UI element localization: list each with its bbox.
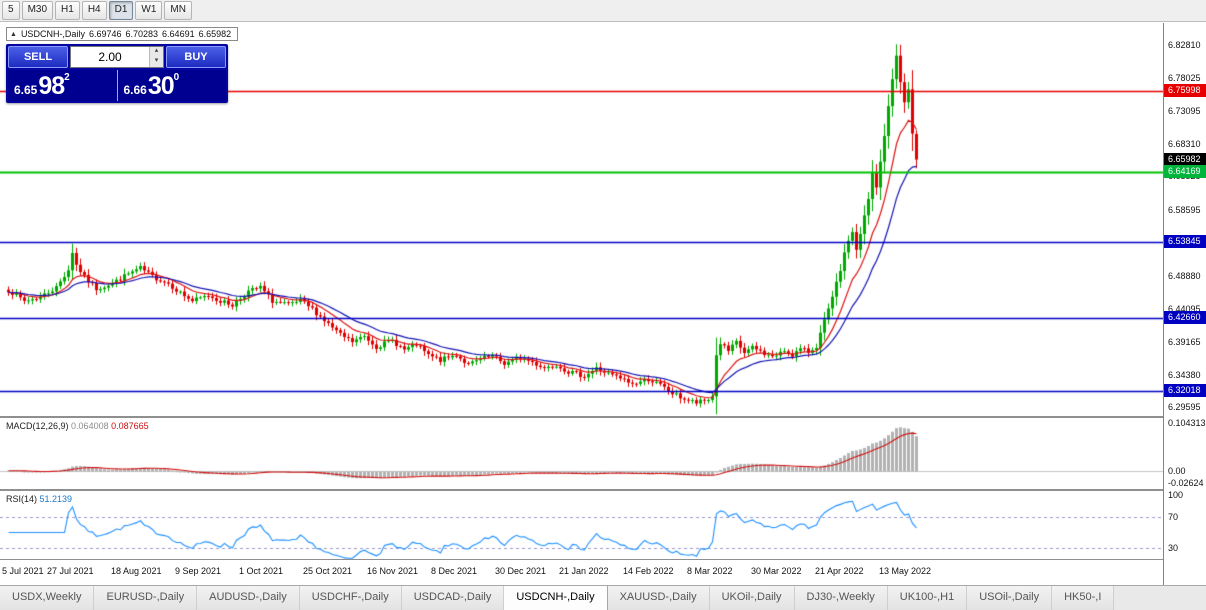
price-axis-tick: 6.34380 — [1168, 369, 1201, 380]
price-axis: 6.828106.780256.730956.683106.635256.585… — [1163, 23, 1206, 585]
date-axis-label: 9 Sep 2021 — [175, 566, 222, 576]
sell-price-prefix: 6.65 — [14, 83, 38, 97]
chart-tab-eurusd-daily[interactable]: EURUSD-,Daily — [94, 586, 198, 610]
rsi-axis-label: 70 — [1168, 512, 1179, 523]
one-click-trading-panel: SELL ▴ ▾ BUY 6.65 98 2 6.66 30 0 — [6, 44, 228, 103]
rsi-axis-label: 30 — [1168, 542, 1179, 553]
macd-axis-label: 0.104313 — [1168, 417, 1206, 428]
chart-title: USDCNH-,Daily — [20, 29, 85, 39]
timeframe-button-h1[interactable]: H1 — [55, 1, 80, 20]
volume-spinner: ▴ ▾ — [149, 47, 163, 67]
chart-tab-usdcnh-daily[interactable]: USDCNH-,Daily — [504, 586, 608, 610]
price-axis-tick: 6.44095 — [1168, 303, 1201, 314]
date-axis-label: 13 May 2022 — [879, 566, 932, 576]
volume-field: ▴ ▾ — [70, 46, 164, 68]
sell-button[interactable]: SELL — [8, 46, 68, 68]
price-axis-tick: 6.82810 — [1168, 40, 1201, 51]
date-axis-label: 16 Nov 2021 — [367, 566, 419, 576]
chart-tab-bar: USDX,Weekly EURUSD-,Daily AUDUSD-,Daily USD… — [0, 585, 1206, 610]
date-axis-label: 8 Mar 2022 — [687, 566, 733, 576]
panel-separator[interactable] — [0, 489, 1206, 492]
ohlc-low: 6.64691 — [162, 29, 195, 39]
date-axis-label: 14 Feb 2022 — [623, 566, 674, 576]
timeframe-button-d1[interactable]: D1 — [108, 1, 134, 20]
ohlc-open: 6.69746 — [88, 29, 122, 39]
timeframe-button-mn[interactable]: MN — [164, 1, 192, 20]
price-axis-tick: 6.73095 — [1168, 106, 1201, 117]
macd-name: MACD(12,26,9) — [6, 421, 69, 431]
price-tag: 6.42660 — [1164, 311, 1206, 325]
price-axis-tick: 6.29595 — [1168, 402, 1201, 413]
price-tag: 6.75998 — [1164, 84, 1206, 98]
panel-separator — [0, 559, 1206, 560]
chart-tab-usoil-daily[interactable]: USOil-,Daily — [967, 586, 1053, 610]
price-axis-tick: 6.48880 — [1168, 270, 1201, 281]
volume-increase-button[interactable]: ▴ — [150, 47, 163, 57]
buy-price-prefix: 6.66 — [123, 83, 147, 97]
price-tag: 6.53845 — [1164, 235, 1206, 249]
buy-button[interactable]: BUY — [166, 46, 226, 68]
chart-tab-ukoil-daily[interactable]: UKOil-,Daily — [709, 586, 795, 610]
volume-decrease-button[interactable]: ▾ — [150, 57, 163, 67]
date-axis-label: 8 Dec 2021 — [431, 566, 478, 576]
timeframe-toolbar: 5 M30 H1 H4 D1 W1 MN — [0, 0, 1206, 22]
price-tag: 6.65982 — [1164, 152, 1206, 166]
chart-ohlc-header: ▲ USDCNH-,Daily 6.69746 6.70283 6.64691 … — [6, 27, 239, 41]
volume-input[interactable] — [71, 47, 149, 67]
date-axis-label: 1 Oct 2021 — [239, 566, 284, 576]
date-axis-label: 27 Jul 2021 — [47, 566, 94, 576]
chart-tab-usdcad-daily[interactable]: USDCAD-,Daily — [401, 586, 505, 610]
date-axis-label: 5 Jul 2021 — [2, 566, 44, 576]
timeframe-button-m30[interactable]: M30 — [21, 1, 54, 20]
buy-price-big: 30 — [147, 72, 175, 100]
timeframe-button-5[interactable]: 5 — [2, 1, 20, 20]
macd-value-main: 0.064008 — [71, 421, 109, 431]
macd-label: MACD(12,26,9) 0.064008 0.087665 — [6, 421, 149, 431]
rsi-label: RSI(14) 51.2139 — [6, 494, 72, 504]
ohlc-close: 6.65982 — [198, 29, 232, 39]
buy-price-display[interactable]: 6.66 30 0 — [116, 70, 227, 101]
chart-tab-audusd-daily[interactable]: AUDUSD-,Daily — [197, 586, 300, 610]
price-axis-tick: 6.78025 — [1168, 72, 1201, 83]
date-axis: 5 Jul 2021 27 Jul 2021 18 Aug 2021 9 Sep 20… — [0, 560, 1163, 585]
rsi-axis-label: 100 — [1168, 489, 1184, 500]
chart-tab-hk50-i[interactable]: HK50-,I — [1052, 586, 1115, 610]
chart-tab-usdchf-daily[interactable]: USDCHF-,Daily — [299, 586, 402, 610]
macd-panel-canvas[interactable] — [0, 418, 1163, 489]
date-axis-label: 25 Oct 2021 — [303, 566, 353, 576]
chart-tab-uk100-h1[interactable]: UK100-,H1 — [887, 586, 968, 610]
date-axis-label: 18 Aug 2021 — [111, 566, 162, 576]
chart-tab-xauusd-daily[interactable]: XAUUSD-,Daily — [607, 586, 710, 610]
rsi-name: RSI(14) — [6, 494, 38, 504]
sell-price-display[interactable]: 6.65 98 2 — [8, 70, 117, 101]
price-axis-tick: 6.58595 — [1168, 204, 1201, 215]
timeframe-button-w1[interactable]: W1 — [135, 1, 163, 20]
chart-tab-dj30-weekly[interactable]: DJ30-,Weekly — [794, 586, 888, 610]
chart-tab-usdx-weekly[interactable]: USDX,Weekly — [0, 586, 95, 610]
date-axis-label: 30 Dec 2021 — [495, 566, 547, 576]
ohlc-high: 6.70283 — [125, 29, 159, 39]
macd-axis-label: 0.00 — [1168, 465, 1186, 476]
rsi-value: 51.2139 — [39, 494, 73, 504]
panel-separator[interactable] — [0, 416, 1206, 419]
rsi-panel-canvas[interactable] — [0, 491, 1163, 559]
price-axis-tick: 6.68310 — [1168, 138, 1201, 149]
price-tag: 6.32018 — [1164, 383, 1206, 397]
price-axis-tick: 6.39165 — [1168, 337, 1201, 348]
macd-value-signal: 0.087665 — [111, 421, 149, 431]
date-axis-label: 30 Mar 2022 — [751, 566, 802, 576]
macd-axis-label: -0.02624 — [1168, 477, 1204, 488]
sell-price-big: 98 — [38, 72, 65, 100]
price-tag: 6.64169 — [1164, 164, 1206, 178]
date-axis-label: 21 Jan 2022 — [559, 566, 609, 576]
timeframe-button-h4[interactable]: H4 — [81, 1, 107, 20]
collapse-trade-panel-icon[interactable]: ▲ — [10, 30, 17, 38]
date-axis-label: 21 Apr 2022 — [815, 566, 864, 576]
buy-price-sup: 0 — [173, 72, 180, 83]
sell-price-sup: 2 — [64, 72, 70, 83]
